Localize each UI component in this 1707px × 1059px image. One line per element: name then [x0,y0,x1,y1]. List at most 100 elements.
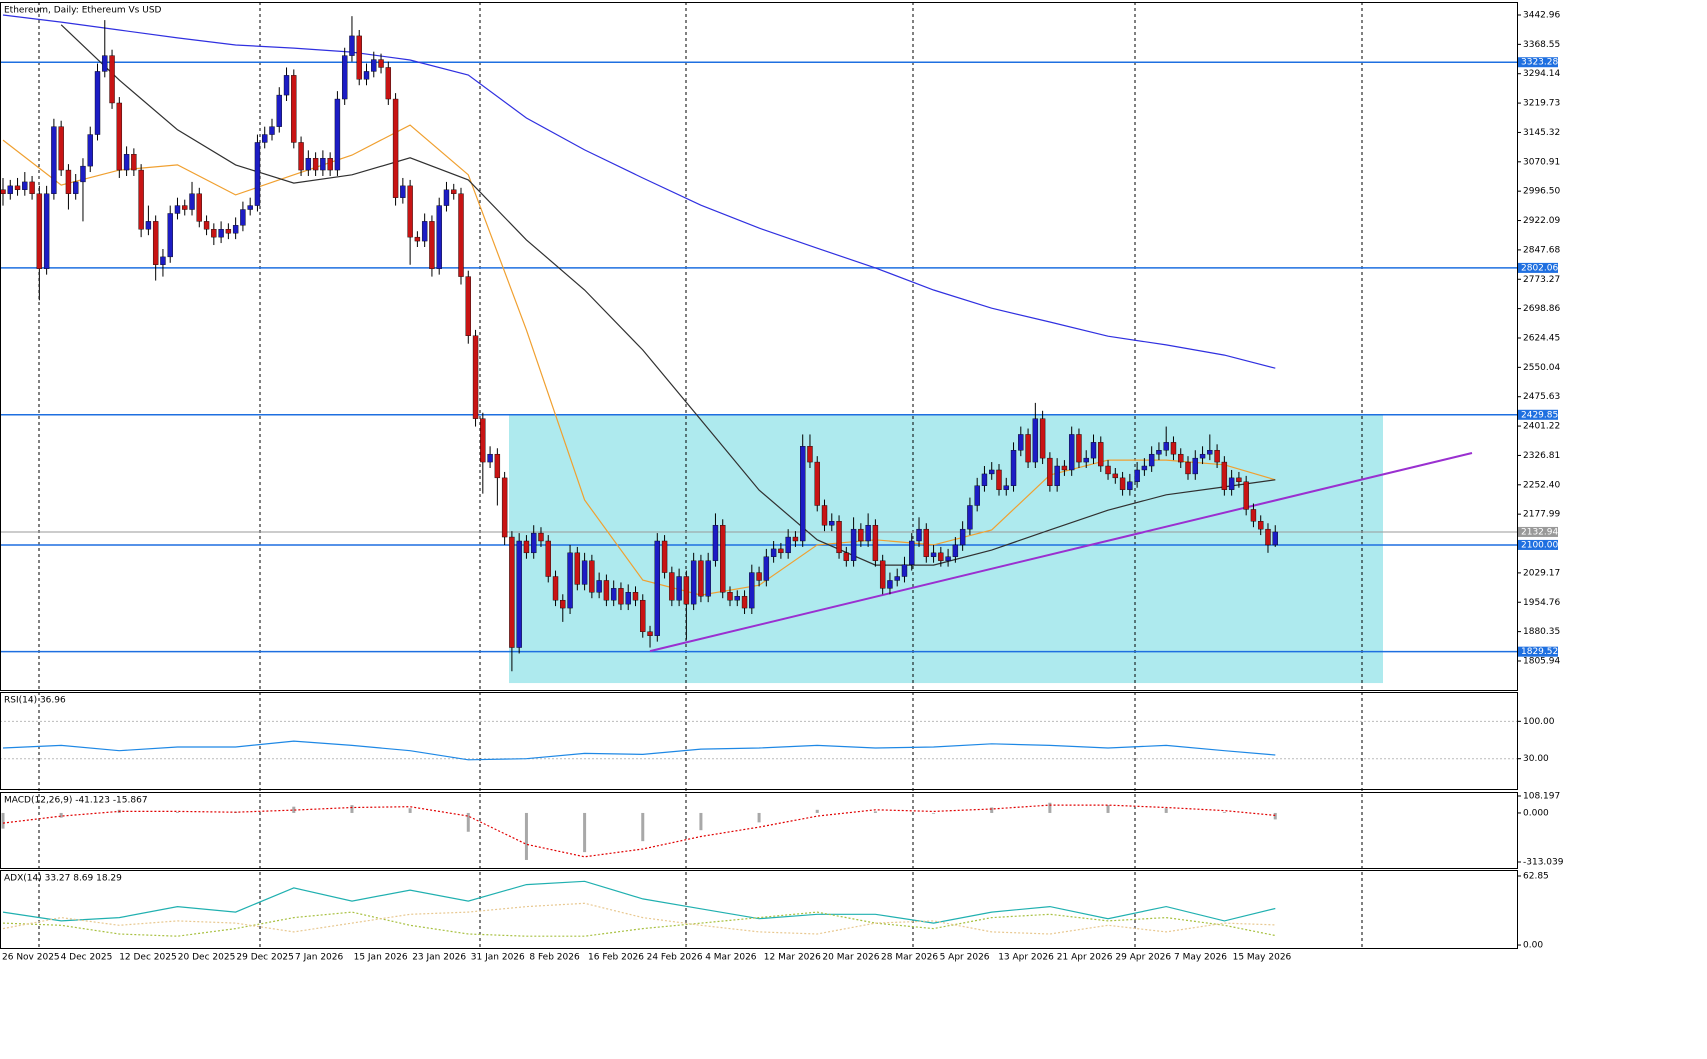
x-tick-label: 20 Dec 2025 [178,953,236,963]
candle-body [218,229,224,238]
macd-bar [990,807,994,813]
candle-body [276,94,282,127]
y-tick-label: 2996.50 [1523,187,1560,197]
y-tick-label: 108.197 [1523,791,1560,801]
candle-body [196,193,202,222]
candle-body [654,540,660,636]
candle-body [552,576,559,601]
x-tick-label: 7 May 2026 [1174,953,1227,963]
candle-body [1047,457,1053,486]
candle-body [43,193,50,269]
y-tick-label: 2847.68 [1523,245,1560,255]
candle-body [923,528,929,557]
candle-body [254,142,261,206]
candle-body [800,446,806,542]
panel-title: ADX(14) 33.27 8.69 18.29 [4,874,122,884]
y-tick-label: 3368.55 [1523,40,1560,50]
candle-body [610,588,617,601]
candle-body [1061,465,1068,471]
x-tick-label: 13 Apr 2026 [998,953,1054,963]
candle-body [865,525,871,542]
candle-body [669,572,675,601]
candle-body [836,521,842,554]
candle-body [683,576,690,605]
candle-body [727,592,733,601]
candle-body [930,552,937,557]
adx-panel [0,870,1518,949]
candle-body [945,556,951,561]
level-tag [1518,539,1558,550]
indicator-line [2,804,1276,858]
macd-bar [1048,802,1052,813]
candle-body [131,154,137,171]
x-tick-label: 4 Mar 2026 [705,953,757,963]
y-tick-label: 2698.86 [1523,304,1560,314]
candle-body [487,453,493,463]
candle-body [974,485,980,506]
candle-body [29,181,35,194]
candle-body [1185,461,1191,475]
candle-body [240,209,246,226]
y-tick-label: 2624.45 [1523,333,1560,343]
x-tick-label: 28 Mar 2026 [881,953,938,963]
y-tick-label: 62.85 [1523,871,1549,881]
y-tick-label: 3442.96 [1523,10,1560,20]
level-tag [1518,646,1558,657]
candle-body [676,576,682,601]
macd-bar [699,812,703,831]
candle-body [829,521,835,526]
macd-bar [1,812,5,829]
candle-body [312,158,319,171]
candle-body [138,169,144,230]
candle-body [1236,477,1242,483]
x-tick-label: 16 Feb 2026 [588,953,644,963]
macd-bar [408,808,412,813]
candle-body [661,540,668,573]
candle-body [938,552,944,561]
candle-body [356,35,362,80]
candle-body [901,564,908,577]
candle-body [720,525,726,593]
candle-body [814,461,820,506]
level-label: 2802.06 [1521,263,1558,273]
candle-body [1243,481,1249,510]
candle-body [952,544,959,557]
candle-body [167,213,173,258]
candle-body [989,469,995,475]
x-tick-label: 31 Jan 2026 [471,953,525,963]
candle-body [1112,473,1119,479]
candle-body [1090,442,1097,459]
x-tick-label: 26 Nov 2025 [2,953,60,963]
candle-body [225,229,232,234]
candle-body [705,560,711,597]
panel-title: Ethereum, Daily: Ethereum Vs USD [4,6,162,16]
candle-body [320,158,326,171]
y-tick-label: 2326.81 [1523,451,1560,461]
range-box [509,414,1383,684]
indicator-line [2,740,1276,761]
rsi-panel [0,692,1518,790]
candle-body [523,540,530,554]
candle-body [741,596,748,609]
candle-body [763,556,770,581]
y-tick-label: 3294.14 [1523,69,1560,79]
candle-body [1250,509,1257,522]
macd-bar [524,812,528,860]
candle-body [1192,457,1198,475]
macd-bar [175,812,179,813]
candle-body [152,221,159,265]
x-tick-label: 15 Jan 2026 [354,953,408,963]
y-tick-label: 2177.99 [1523,510,1560,520]
candle-body [363,71,370,80]
candle-body [596,580,602,593]
y-tick-label: 0.000 [1523,808,1549,818]
candle-body [1265,528,1271,546]
x-tick-label: 29 Apr 2026 [1115,953,1171,963]
x-tick-label: 29 Dec 2025 [236,953,294,963]
price-label: 2132.94 [1521,527,1558,537]
candle-body [1221,461,1228,490]
candle-body [778,548,784,554]
candle-body [407,185,413,238]
candle-body [894,576,900,581]
y-tick-label: 3070.91 [1523,157,1560,167]
